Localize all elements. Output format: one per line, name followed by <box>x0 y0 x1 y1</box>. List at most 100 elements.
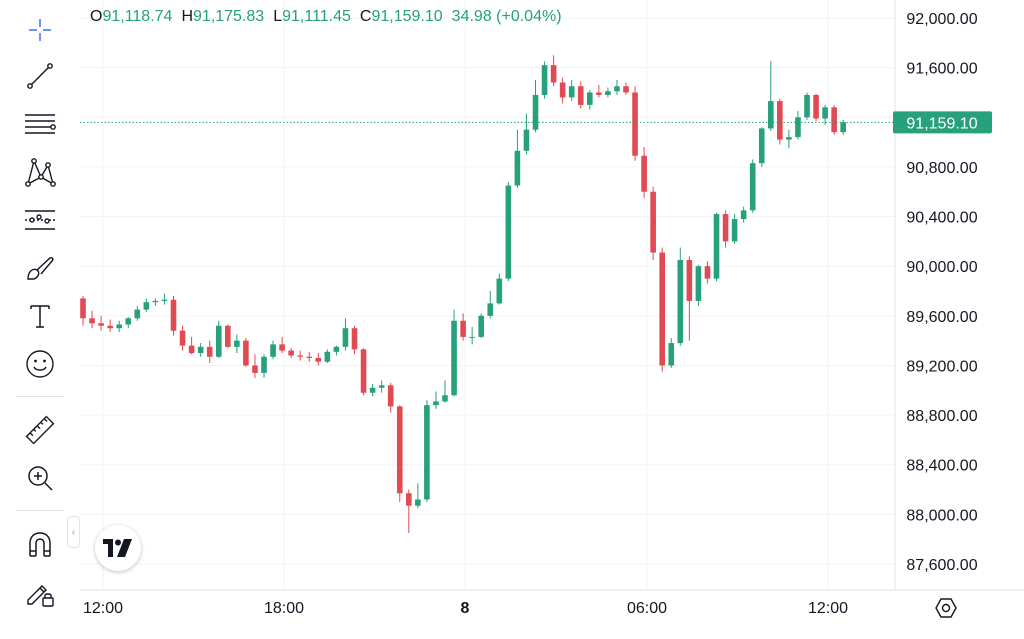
candle-body <box>288 350 294 356</box>
text-tool[interactable] <box>17 296 63 336</box>
candle-up <box>487 291 494 319</box>
chart-settings-button[interactable] <box>934 596 958 620</box>
candle-up <box>116 320 122 332</box>
forecast-icon <box>25 210 55 230</box>
toolbar-divider <box>16 510 64 511</box>
candle-body <box>758 128 765 164</box>
candle-up <box>668 338 675 368</box>
candle-body <box>460 320 466 337</box>
fib-retracement-icon <box>25 114 56 134</box>
candlestick-chart[interactable]: 92,000.0091,600.0091,200.0090,800.0090,4… <box>80 0 1024 634</box>
candle-down <box>89 310 95 329</box>
tradingview-logo[interactable] <box>95 525 141 571</box>
candle-up <box>713 212 720 282</box>
candle-up <box>270 340 276 360</box>
candle-body <box>396 406 403 494</box>
toolbar-collapse-button[interactable]: ‹ <box>67 516 80 548</box>
crosshair-tool[interactable] <box>17 10 63 50</box>
candle-down <box>225 324 231 349</box>
candle-body <box>659 252 665 366</box>
magnet-tool[interactable] <box>17 524 63 564</box>
price-axis[interactable]: 92,000.0091,600.0091,200.0090,800.0090,4… <box>906 11 977 574</box>
candle-down <box>387 382 394 413</box>
candle-body <box>704 266 711 279</box>
zoom-in-tool[interactable] <box>17 458 63 498</box>
zoom-in-icon <box>28 466 53 491</box>
ohlc-low: L91,111.45 <box>273 8 351 25</box>
candle-down <box>686 256 693 341</box>
time-axis[interactable]: 12:00 18:00 8 06:00 12:00 <box>83 600 848 617</box>
candle-body <box>116 324 122 329</box>
candle-up <box>161 293 168 305</box>
candle-body <box>360 349 367 393</box>
price-axis-label: 90,800.00 <box>906 160 977 177</box>
candle-down <box>623 82 629 95</box>
projection-tool[interactable] <box>17 200 63 240</box>
candle-up <box>505 181 512 282</box>
brush-tool[interactable] <box>17 248 63 288</box>
candle-body <box>587 92 593 105</box>
candle-up <box>568 80 575 102</box>
candle-down <box>360 348 367 396</box>
candle-up <box>677 247 684 346</box>
candle-body <box>632 92 638 156</box>
candle-body <box>406 493 412 506</box>
candle-down <box>243 338 249 367</box>
lock-drawings-tool[interactable] <box>17 572 63 612</box>
price-axis-label: 89,600.00 <box>906 309 977 326</box>
candle-body <box>487 303 494 316</box>
candle-up <box>804 92 810 120</box>
price-axis-label: 92,000.00 <box>906 11 977 28</box>
candle-up <box>378 380 385 393</box>
candle-body <box>568 86 575 98</box>
candle-down <box>107 319 113 332</box>
candle-up <box>541 61 548 99</box>
candle-body <box>596 92 602 95</box>
text-icon <box>30 305 50 328</box>
candle-down <box>80 295 86 326</box>
candle-body <box>324 351 331 362</box>
candle-body <box>351 328 358 350</box>
candle-down <box>704 261 711 284</box>
time-axis-label: 12:00 <box>83 600 123 617</box>
patterns-tool[interactable] <box>17 152 63 192</box>
candle-down <box>813 93 819 121</box>
candle-up <box>478 313 484 339</box>
candle-up <box>451 309 457 397</box>
candle-body <box>442 395 448 402</box>
ruler-tool[interactable] <box>17 410 63 450</box>
candle-body <box>297 355 303 357</box>
candle-body <box>813 94 819 119</box>
candle-body <box>577 86 584 105</box>
candle-down <box>297 350 303 361</box>
candle-down <box>831 104 837 135</box>
candle-up <box>749 159 756 213</box>
current-price-value: 91,159.10 <box>906 115 977 132</box>
emoji-tool[interactable] <box>17 344 63 384</box>
ohlc-high: H91,175.83 <box>181 8 265 25</box>
candle-body <box>89 318 95 324</box>
candle-body <box>650 191 656 253</box>
candle-down <box>596 85 602 98</box>
candle-up <box>134 305 141 321</box>
candle-body <box>433 401 439 406</box>
candle-body <box>378 385 385 388</box>
candle-up <box>532 80 539 133</box>
candle-body <box>605 91 611 95</box>
candle-down <box>179 325 186 351</box>
candle-body <box>831 107 837 133</box>
ruler-icon <box>25 415 55 445</box>
chart-pane[interactable]: 92,000.0091,600.0091,200.0090,800.0090,4… <box>80 0 1024 634</box>
candle-body <box>840 122 846 133</box>
tradingview-logo-icon <box>103 539 132 557</box>
trend-line-tool[interactable] <box>17 56 63 96</box>
candle-body <box>523 129 530 151</box>
candle-up <box>786 129 792 149</box>
fib-retracement-tool[interactable] <box>17 104 63 144</box>
candle-up <box>143 298 150 313</box>
candle-body <box>722 214 729 242</box>
candle-body <box>415 499 421 506</box>
candle-body <box>342 328 349 347</box>
candle-up <box>442 380 448 403</box>
price-axis-label: 90,000.00 <box>906 259 977 276</box>
